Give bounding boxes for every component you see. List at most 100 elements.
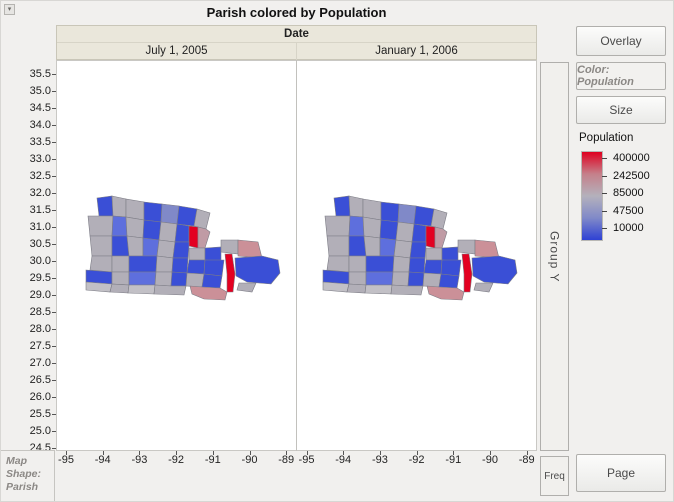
facet-level-january[interactable]: January 1, 2006 — [296, 43, 536, 60]
parish-shape[interactable] — [156, 239, 176, 259]
parish-shape[interactable] — [142, 237, 160, 257]
parish-shape[interactable] — [89, 255, 113, 273]
parish-shape[interactable] — [171, 257, 189, 274]
parish-shape[interactable] — [126, 235, 144, 257]
map-shape-zone[interactable]: Map Shape: Parish — [1, 450, 55, 501]
parish-shape[interactable] — [188, 225, 199, 249]
overlay-button[interactable]: Overlay — [576, 26, 666, 56]
parish-shape[interactable] — [236, 282, 257, 293]
parish-shape[interactable] — [204, 246, 222, 262]
parish-shape[interactable] — [392, 255, 411, 273]
parish-shape[interactable] — [237, 239, 263, 259]
parish-shape[interactable] — [185, 272, 205, 288]
parish-shape[interactable] — [348, 195, 364, 218]
parish-shape[interactable] — [393, 239, 413, 259]
parish-shape[interactable] — [234, 255, 281, 285]
disclosure-icon[interactable]: ▾ — [4, 4, 15, 15]
parish-shape[interactable] — [457, 239, 476, 255]
parish-shape[interactable] — [423, 259, 443, 275]
parish-shape[interactable] — [111, 271, 130, 286]
parish-shape[interactable] — [365, 255, 395, 273]
parish-shape[interactable] — [441, 246, 459, 262]
parish-shape[interactable] — [364, 284, 393, 295]
parish-shape[interactable] — [409, 241, 427, 259]
parish-shape[interactable] — [322, 281, 350, 293]
parish-shape[interactable] — [362, 216, 382, 239]
parish-shape[interactable] — [407, 271, 425, 287]
parish-shape[interactable] — [408, 257, 426, 274]
parish-shape[interactable] — [326, 255, 350, 273]
parish-shape[interactable] — [426, 285, 465, 301]
parish-shape[interactable] — [379, 237, 397, 257]
parish-shape[interactable] — [89, 235, 113, 257]
parish-shape[interactable] — [109, 283, 130, 294]
parish-shape[interactable] — [172, 241, 190, 259]
parish-shape[interactable] — [425, 225, 436, 249]
parish-shape[interactable] — [153, 284, 187, 296]
legend-gradient-bar[interactable] — [581, 151, 603, 241]
parish-shape[interactable] — [380, 201, 400, 223]
parish-shape[interactable] — [170, 271, 188, 287]
parish-shape[interactable] — [434, 226, 448, 249]
parish-shape[interactable] — [438, 273, 460, 289]
parish-shape[interactable] — [471, 255, 518, 285]
parish-shape[interactable] — [365, 271, 394, 286]
parish-shape[interactable] — [197, 226, 211, 249]
parish-shape[interactable] — [111, 255, 130, 273]
parish-shape[interactable] — [461, 253, 473, 293]
facet-level-july[interactable]: July 1, 2005 — [145, 45, 208, 57]
parish-shape[interactable] — [363, 235, 381, 257]
parish-shape[interactable] — [189, 285, 228, 301]
parish-shape[interactable] — [127, 284, 156, 295]
parish-shape[interactable] — [326, 235, 350, 257]
parish-shape[interactable] — [87, 215, 114, 237]
parish-shape[interactable] — [348, 215, 365, 237]
parish-shape[interactable] — [379, 219, 399, 241]
parish-shape[interactable] — [158, 221, 178, 243]
facet-variable-header[interactable]: Date — [57, 26, 536, 43]
parish-shape[interactable] — [203, 259, 225, 277]
parish-shape[interactable] — [395, 221, 415, 243]
parish-shape[interactable] — [411, 223, 427, 243]
parish-shape[interactable] — [362, 198, 382, 221]
parish-shape[interactable] — [324, 215, 351, 237]
parish-shape[interactable] — [201, 273, 223, 289]
parish-shape[interactable] — [176, 205, 198, 227]
parish-shape[interactable] — [425, 247, 443, 261]
parish-shape[interactable] — [174, 223, 190, 243]
size-button[interactable]: Size — [576, 96, 666, 124]
parish-shape[interactable] — [85, 281, 113, 293]
parish-shape[interactable] — [128, 271, 157, 286]
parish-shape[interactable] — [125, 216, 145, 239]
parish-shape[interactable] — [322, 269, 350, 285]
parish-shape[interactable] — [155, 255, 174, 273]
parish-shape[interactable] — [186, 259, 206, 275]
freq-drop-zone[interactable]: Freq — [540, 456, 569, 496]
parish-shape[interactable] — [224, 253, 236, 293]
parish-shape[interactable] — [473, 282, 494, 293]
parish-shape[interactable] — [348, 235, 367, 257]
parish-shape[interactable] — [422, 272, 442, 288]
group-y-drop-zone[interactable]: Group Y — [540, 62, 569, 451]
parish-shape[interactable] — [85, 269, 113, 285]
parish-shape[interactable] — [333, 195, 351, 217]
parish-shape[interactable] — [128, 255, 158, 273]
parish-shape[interactable] — [193, 208, 211, 230]
page-button[interactable]: Page — [576, 454, 666, 492]
parish-shape[interactable] — [413, 205, 435, 227]
color-drop-zone[interactable]: Color: Population — [576, 62, 666, 90]
parish-shape[interactable] — [125, 198, 145, 221]
parish-shape[interactable] — [390, 284, 424, 296]
parish-shape[interactable] — [346, 283, 367, 294]
parish-shape[interactable] — [474, 239, 500, 259]
parish-shape[interactable] — [348, 271, 367, 286]
parish-shape[interactable] — [440, 259, 462, 277]
parish-shape[interactable] — [188, 247, 206, 261]
parish-shape[interactable] — [391, 271, 410, 287]
parish-shape[interactable] — [111, 215, 128, 237]
parish-shape[interactable] — [220, 239, 239, 255]
parish-shape[interactable] — [160, 203, 180, 225]
parish-shape[interactable] — [430, 208, 448, 230]
parish-shape[interactable] — [397, 203, 417, 225]
parish-shape[interactable] — [142, 219, 162, 241]
